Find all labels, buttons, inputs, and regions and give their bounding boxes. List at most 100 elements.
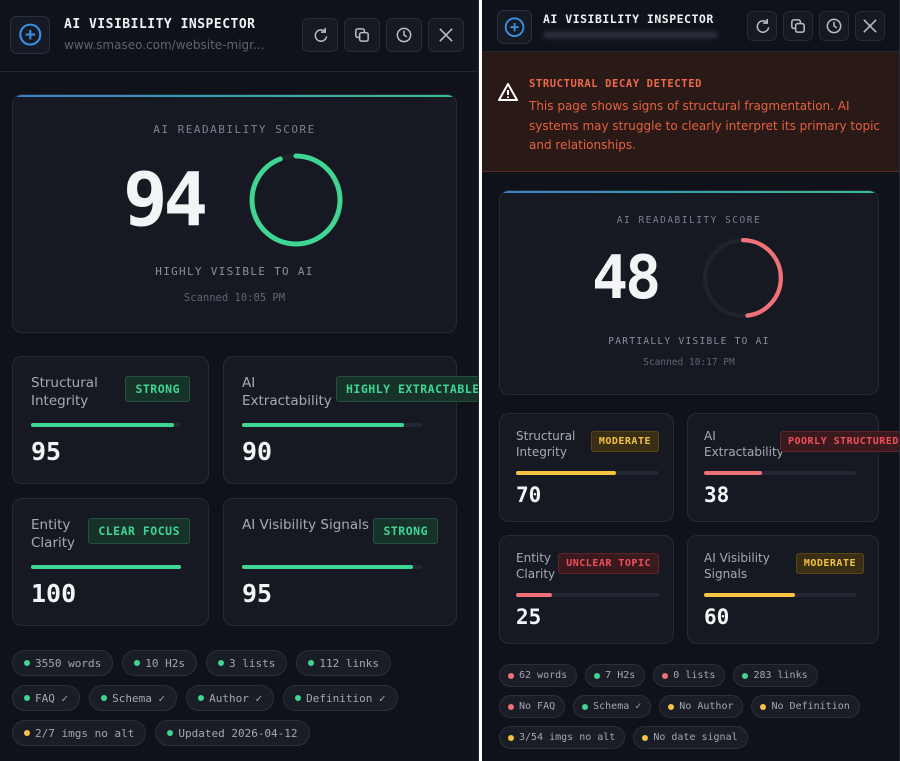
- chip-label: Author ✓: [209, 691, 263, 705]
- chip-label: Updated 2026-04-12: [178, 726, 298, 740]
- score-ring-progress: [703, 238, 783, 318]
- metric-value: 60: [704, 605, 730, 629]
- signal-chip: 7 H2s: [585, 664, 646, 687]
- refresh-icon: [756, 18, 770, 33]
- chip-label: No date signal: [653, 732, 738, 743]
- chip-label: 3 lists: [228, 656, 276, 670]
- signal-chip: Definition ✓: [283, 685, 398, 711]
- status-dot: [134, 660, 141, 666]
- history-button[interactable]: [386, 18, 422, 52]
- content-signal-chips: 62 words 7 H2s 0 lists 283 links No FAQ Schem…: [499, 664, 889, 749]
- signal-chip: No Definition: [751, 695, 860, 718]
- metric-value: 70: [516, 483, 542, 507]
- metric-progress-fill: [516, 471, 617, 475]
- readability-score-card: AI READABILITY SCORE 48 PARTIALLY VISIBLE …: [499, 190, 879, 395]
- status-dot: [101, 695, 108, 701]
- metric-value: 38: [704, 483, 730, 507]
- refresh-button[interactable]: [747, 11, 777, 41]
- signal-chip: Schema ✓: [573, 695, 652, 718]
- header: AI VISIBILITY INSPECTOR www.smaseo.com/we…: [0, 0, 478, 72]
- metric-progress-bar: [242, 565, 422, 569]
- chip-label: 7 H2s: [605, 670, 636, 681]
- score-ring: [249, 153, 343, 247]
- header: AI VISIBILITY INSPECTOR: [482, 0, 899, 52]
- plus-circle-icon: [504, 17, 525, 37]
- metric-progress-fill: [704, 471, 762, 475]
- app-title: AI VISIBILITY INSPECTOR: [543, 12, 714, 26]
- status-dot: [198, 695, 205, 701]
- status-dot: [508, 734, 514, 741]
- metric-value: 95: [31, 437, 62, 466]
- metric-progress-fill: [704, 593, 796, 597]
- metric-card: Entity Clarity CLEAR FOCUS 100: [12, 498, 209, 626]
- score-ring-progress: [249, 153, 343, 247]
- score-value: 94: [123, 157, 208, 243]
- score-label: AI READABILITY SCORE: [616, 215, 762, 226]
- chip-label: 62 words: [519, 670, 568, 681]
- history-button[interactable]: [819, 11, 849, 41]
- logo-button[interactable]: [497, 10, 532, 44]
- status-dot: [642, 734, 649, 741]
- refresh-icon: [314, 27, 328, 42]
- status-dot: [594, 672, 601, 679]
- chip-label: 10 H2s: [145, 656, 185, 670]
- chip-label: 3/54 imgs no alt: [519, 732, 616, 743]
- metric-status-badge: STRONG: [125, 376, 190, 402]
- metric-value: 100: [31, 579, 77, 608]
- visibility-status: PARTIALLY VISIBLE TO AI: [608, 336, 770, 347]
- metric-label: AI Extractability: [242, 375, 332, 410]
- warning-icon: [498, 82, 518, 102]
- signal-chip: Author ✓: [186, 685, 275, 711]
- chip-label: Schema ✓: [593, 701, 642, 712]
- signal-chip: No Author: [659, 695, 744, 718]
- metric-label: AI Visibility Signals: [704, 551, 770, 582]
- status-dot: [508, 672, 514, 679]
- refresh-button[interactable]: [302, 18, 338, 52]
- metric-value: 95: [242, 579, 273, 608]
- metric-status-badge: UNCLEAR TOPIC: [558, 553, 659, 574]
- status-dot: [24, 730, 30, 736]
- readability-score-card: AI READABILITY SCORE 94 HIGHLY VISIBLE TO …: [12, 94, 457, 333]
- close-button[interactable]: [855, 11, 885, 41]
- status-dot: [582, 703, 589, 710]
- plus-circle-icon: [18, 23, 42, 47]
- metric-card: Structural Integrity MODERATE 70: [499, 413, 674, 522]
- metric-label: Entity Clarity: [31, 517, 76, 552]
- signal-chip: Schema ✓: [89, 685, 178, 711]
- metric-status-badge: POORLY STRUCTURED: [780, 431, 899, 452]
- metric-progress-bar: [516, 471, 659, 475]
- signal-chip: 112 links: [296, 650, 391, 676]
- status-dot: [167, 730, 174, 736]
- signal-chip: 2/7 imgs no alt: [12, 720, 147, 746]
- chip-label: FAQ ✓: [35, 691, 69, 705]
- metric-progress-fill: [31, 423, 174, 427]
- metric-status-badge: MODERATE: [590, 431, 659, 452]
- metric-card: Structural Integrity STRONG 95: [12, 356, 209, 484]
- structural-decay-alert: STRUCTURAL DECAY DETECTED This page shows…: [482, 52, 899, 172]
- header-actions: [302, 18, 464, 52]
- page-url-redacted: [543, 32, 718, 38]
- metric-status-badge: CLEAR FOCUS: [88, 518, 190, 544]
- score-value: 48: [592, 243, 661, 313]
- close-icon: [863, 19, 877, 33]
- signal-chip: 3 lists: [205, 650, 288, 676]
- metric-value: 25: [516, 605, 542, 629]
- status-dot: [217, 660, 224, 666]
- metric-progress-bar: [242, 423, 422, 427]
- copy-button[interactable]: [344, 18, 380, 52]
- metric-value: 90: [242, 437, 273, 466]
- close-button[interactable]: [428, 18, 464, 52]
- status-dot: [508, 703, 514, 710]
- logo-button[interactable]: [10, 16, 50, 54]
- history-icon: [826, 18, 842, 34]
- metric-progress-fill: [242, 565, 413, 569]
- signal-chip: No FAQ: [499, 695, 566, 718]
- score-label: AI READABILITY SCORE: [153, 123, 316, 136]
- metric-label: Structural Integrity: [516, 429, 576, 460]
- content-signal-chips: 3550 words 10 H2s 3 lists 112 links FAQ ✓ Sch…: [12, 650, 452, 746]
- inspector-panel-low-score: AI VISIBILITY INSPECTOR STRUCTURAL DECAY …: [482, 0, 900, 761]
- signal-chip: No date signal: [633, 726, 748, 749]
- copy-button[interactable]: [783, 11, 813, 41]
- history-icon: [396, 27, 412, 43]
- scanned-time: Scanned 10:17 PM: [643, 357, 735, 368]
